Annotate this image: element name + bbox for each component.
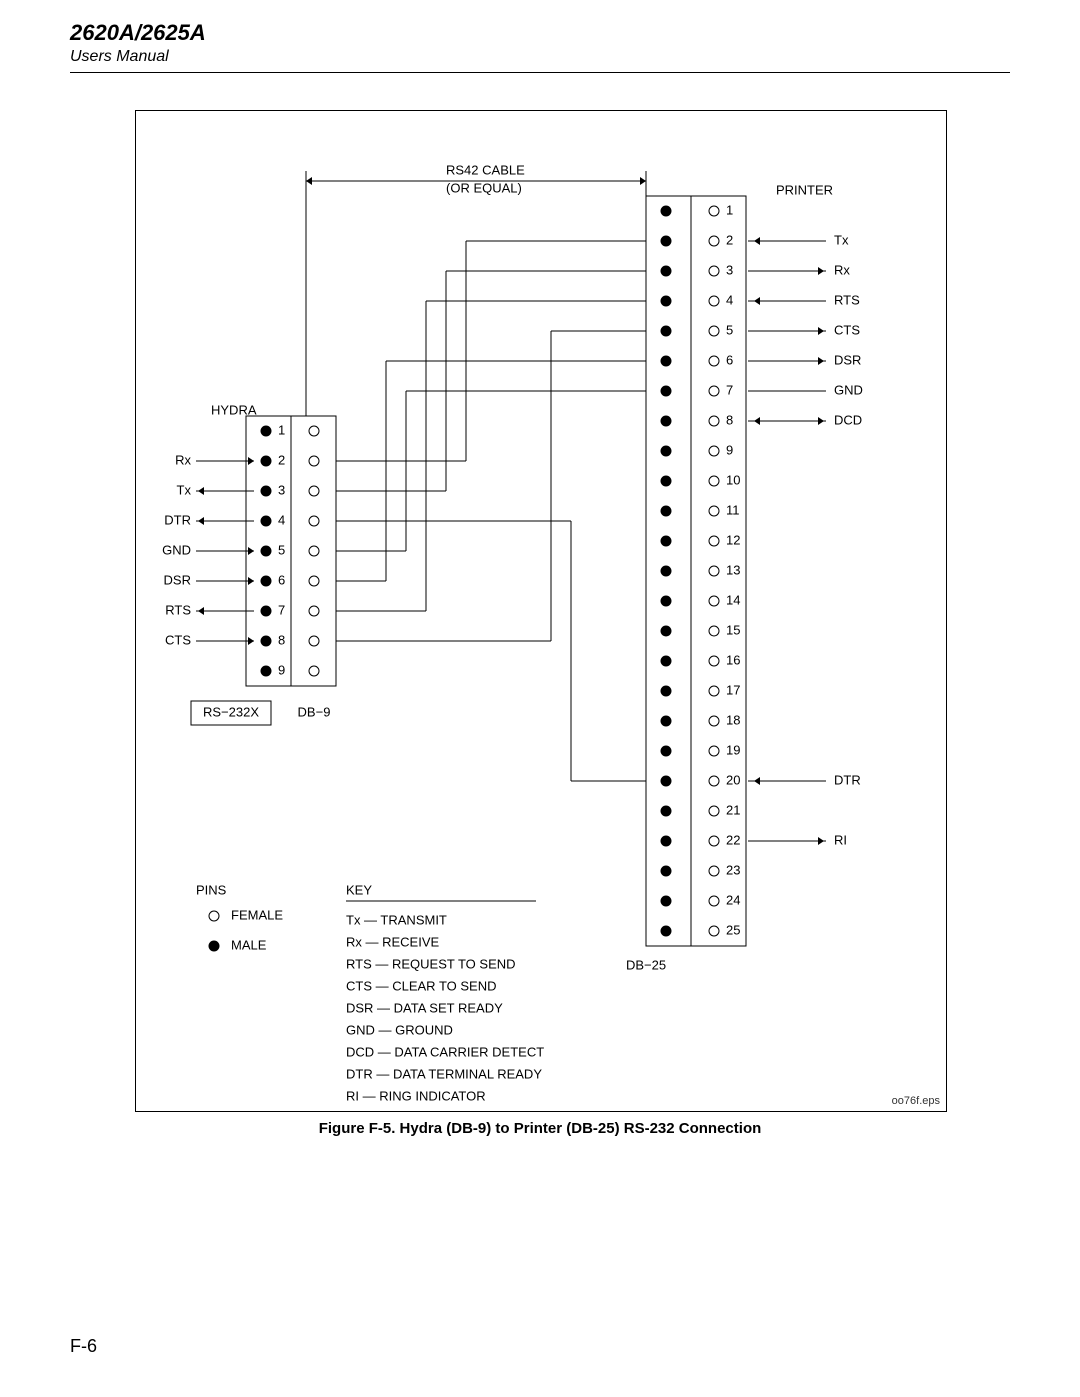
svg-text:13: 13 — [726, 562, 740, 577]
svg-text:14: 14 — [726, 592, 740, 607]
svg-text:RTS: RTS — [834, 292, 860, 307]
svg-text:19: 19 — [726, 742, 740, 757]
svg-text:22: 22 — [726, 832, 740, 847]
model-number: 2620A/2625A — [70, 20, 1010, 46]
svg-text:PINS: PINS — [196, 882, 227, 897]
svg-text:18: 18 — [726, 712, 740, 727]
svg-text:FEMALE: FEMALE — [231, 907, 283, 922]
svg-text:9: 9 — [278, 662, 285, 677]
svg-text:CTS — CLEAR TO SEND: CTS — CLEAR TO SEND — [346, 978, 497, 993]
svg-text:2: 2 — [726, 232, 733, 247]
svg-text:5: 5 — [278, 542, 285, 557]
eps-filename: oo76f.eps — [892, 1095, 940, 1107]
svg-text:3: 3 — [726, 262, 733, 277]
svg-text:DB−9: DB−9 — [298, 704, 331, 719]
svg-text:DTR — DATA TERMINAL READY: DTR — DATA TERMINAL READY — [346, 1066, 542, 1081]
svg-text:RS42 CABLE: RS42 CABLE — [446, 162, 525, 177]
svg-text:DSR — DATA SET READY: DSR — DATA SET READY — [346, 1000, 503, 1015]
svg-text:7: 7 — [726, 382, 733, 397]
svg-text:1: 1 — [278, 422, 285, 437]
svg-text:Tx: Tx — [177, 482, 192, 497]
svg-text:25: 25 — [726, 922, 740, 937]
svg-text:9: 9 — [726, 442, 733, 457]
svg-text:5: 5 — [726, 322, 733, 337]
page-number: F-6 — [70, 1336, 97, 1357]
svg-text:GND: GND — [162, 542, 191, 557]
svg-text:(OR EQUAL): (OR EQUAL) — [446, 180, 522, 195]
svg-text:7: 7 — [278, 602, 285, 617]
svg-text:RTS — REQUEST TO SEND: RTS — REQUEST TO SEND — [346, 956, 516, 971]
svg-text:GND: GND — [834, 382, 863, 397]
svg-text:11: 11 — [726, 502, 740, 517]
svg-text:Rx — RECEIVE: Rx — RECEIVE — [346, 934, 440, 949]
svg-text:DCD — DATA CARRIER DETECT: DCD — DATA CARRIER DETECT — [346, 1044, 544, 1059]
svg-text:8: 8 — [278, 632, 285, 647]
svg-text:15: 15 — [726, 622, 740, 637]
svg-text:16: 16 — [726, 652, 740, 667]
svg-text:CTS: CTS — [834, 322, 860, 337]
svg-text:RI: RI — [834, 832, 847, 847]
svg-text:RTS: RTS — [165, 602, 191, 617]
svg-text:Tx: Tx — [834, 232, 849, 247]
svg-text:RI — RING INDICATOR: RI — RING INDICATOR — [346, 1088, 486, 1103]
page-header: 2620A/2625A Users Manual — [70, 20, 1010, 73]
figure-frame: RS42 CABLE(OR EQUAL)HYDRA12Rx3Tx4DTR5GND… — [135, 110, 947, 1112]
svg-text:HYDRA: HYDRA — [211, 402, 257, 417]
svg-text:4: 4 — [726, 292, 733, 307]
svg-text:DCD: DCD — [834, 412, 862, 427]
svg-text:21: 21 — [726, 802, 740, 817]
svg-text:3: 3 — [278, 482, 285, 497]
svg-text:12: 12 — [726, 532, 740, 547]
manual-subtitle: Users Manual — [70, 48, 1010, 66]
svg-text:10: 10 — [726, 472, 740, 487]
svg-text:DSR: DSR — [164, 572, 191, 587]
wiring-diagram: RS42 CABLE(OR EQUAL)HYDRA12Rx3Tx4DTR5GND… — [136, 111, 946, 1111]
svg-text:Rx: Rx — [175, 452, 191, 467]
page: 2620A/2625A Users Manual RS42 CABLE (OR E… — [0, 0, 1080, 1397]
svg-text:DTR: DTR — [834, 772, 861, 787]
svg-text:24: 24 — [726, 892, 740, 907]
figure-caption: Figure F-5. Hydra (DB-9) to Printer (DB-… — [0, 1120, 1080, 1137]
svg-text:1: 1 — [726, 202, 733, 217]
svg-text:RS−232X: RS−232X — [203, 704, 259, 719]
svg-text:23: 23 — [726, 862, 740, 877]
svg-text:PRINTER: PRINTER — [776, 182, 833, 197]
svg-text:6: 6 — [278, 572, 285, 587]
svg-text:8: 8 — [726, 412, 733, 427]
svg-text:KEY: KEY — [346, 882, 372, 897]
svg-text:DSR: DSR — [834, 352, 861, 367]
svg-text:20: 20 — [726, 772, 740, 787]
svg-text:2: 2 — [278, 452, 285, 467]
svg-text:CTS: CTS — [165, 632, 191, 647]
svg-text:6: 6 — [726, 352, 733, 367]
svg-text:GND — GROUND: GND — GROUND — [346, 1022, 453, 1037]
svg-text:DTR: DTR — [164, 512, 191, 527]
svg-text:MALE: MALE — [231, 937, 267, 952]
svg-text:17: 17 — [726, 682, 740, 697]
svg-text:DB−25: DB−25 — [626, 957, 666, 972]
svg-text:Tx — TRANSMIT: Tx — TRANSMIT — [346, 912, 447, 927]
svg-text:Rx: Rx — [834, 262, 850, 277]
svg-text:4: 4 — [278, 512, 285, 527]
